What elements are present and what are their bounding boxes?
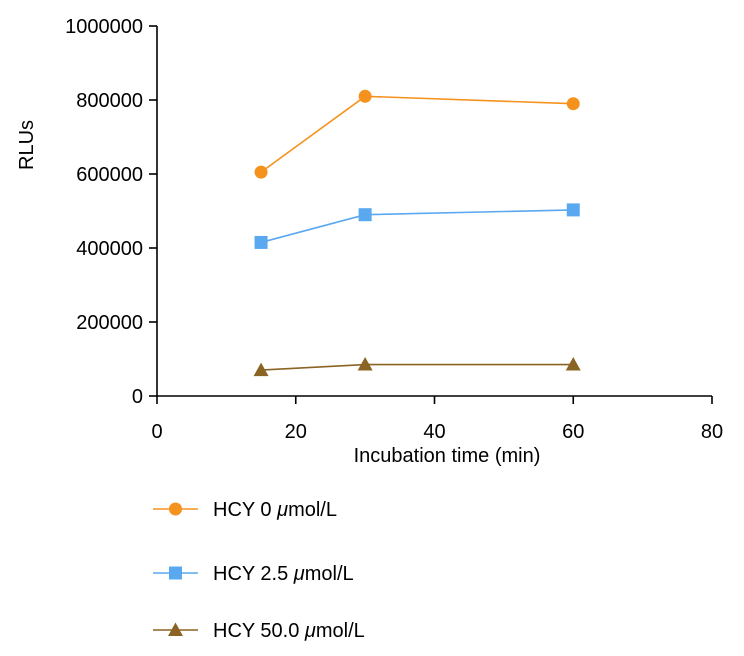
legend-marker: [169, 502, 182, 516]
x-tick-label: 80: [701, 421, 723, 443]
series-line: [260, 95, 574, 173]
data-point: [565, 357, 581, 371]
axes: 0 200000 400000 600000 800000 1000000 0 20 40 60 8…: [16, 16, 723, 467]
legend-label: HCY 50.0 μmol/L: [213, 620, 365, 642]
series-1: [254, 203, 580, 249]
series-layer: [253, 89, 581, 377]
legend-marker: [168, 622, 183, 636]
y-tick-label: 600000: [76, 164, 143, 186]
legend-label: HCY 2.5 μmol/L: [213, 563, 354, 585]
x-tick-label: 20: [285, 421, 307, 443]
legend-label-prefix: HCY 50.0: [213, 620, 305, 642]
data-point: [358, 208, 372, 222]
series-2: [253, 357, 581, 377]
data-point: [253, 362, 269, 377]
y-tick-label: 400000: [76, 238, 143, 260]
y-tick-label: 800000: [76, 90, 143, 112]
legend-label-mu: μ: [276, 499, 288, 521]
y-axis-title: RLUs: [16, 120, 38, 170]
x-tick-label: 40: [423, 421, 445, 443]
legend-label-prefix: HCY 2.5: [213, 563, 294, 585]
legend-label-suffix: mol/L: [305, 563, 354, 585]
y-tick-label: 200000: [76, 312, 143, 334]
x-axis-title: Incubation time (min): [354, 445, 541, 467]
legend-marker: [169, 566, 182, 580]
legend-label-suffix: mol/L: [288, 499, 337, 521]
legend-label-prefix: HCY 0: [213, 499, 277, 521]
data-point: [566, 97, 580, 111]
y-tick-label: 1000000: [65, 16, 143, 38]
legend-label-mu: μ: [304, 620, 316, 642]
y-tick-label: 0: [132, 386, 143, 408]
legend-item-1: HCY 2.5 μmol/L: [153, 563, 354, 585]
series-line: [260, 209, 574, 244]
legend-item-2: HCY 50.0 μmol/L: [153, 620, 365, 642]
x-tick-label: 60: [562, 421, 584, 443]
data-point: [254, 235, 268, 249]
data-point: [358, 89, 372, 103]
data-point: [357, 357, 373, 371]
legend-label: HCY 0 μmol/L: [213, 499, 337, 521]
data-point: [566, 203, 580, 217]
legend-label-suffix: mol/L: [316, 620, 365, 642]
legend-item-0: HCY 0 μmol/L: [153, 499, 337, 521]
data-point: [254, 165, 268, 179]
legend-label-mu: μ: [293, 563, 305, 585]
series-line: [261, 363, 574, 371]
series-0: [254, 89, 580, 179]
x-tick-label: 0: [151, 421, 162, 443]
